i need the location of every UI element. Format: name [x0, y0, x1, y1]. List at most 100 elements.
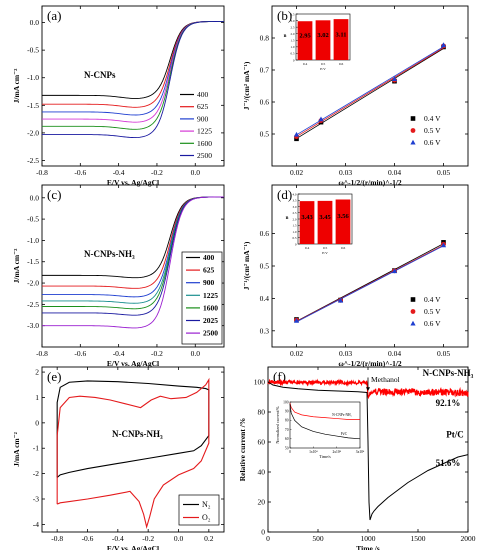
y-tick-label: -0.5 — [27, 46, 39, 55]
bar-value-label: 3.43 — [301, 214, 313, 221]
y-tick-label: -3 — [33, 495, 39, 504]
panel-label: (e) — [47, 369, 61, 384]
legend-label: 0.4 V — [424, 114, 441, 123]
annotation: 51.6% — [436, 458, 461, 468]
series-line-900 — [42, 21, 224, 116]
x-tick-label: 0.03 — [339, 349, 352, 358]
y-tick-label: -2.0 — [27, 128, 39, 137]
y-tick-label: -1.5 — [27, 101, 39, 110]
x-tick-label: 0.2 — [204, 534, 214, 543]
bar — [299, 201, 315, 244]
bar — [315, 20, 331, 60]
inset-y-tick-label: 2.0 — [291, 32, 295, 36]
inset-y-tick-label: 100 — [283, 400, 289, 404]
data-point — [440, 242, 447, 248]
x-tick-label: -0.4 — [113, 168, 125, 177]
inset-y-tick-label: 1.0 — [293, 230, 297, 234]
x-tick-label: 0.0 — [191, 168, 201, 177]
y-tick-label: -1.0 — [27, 236, 39, 245]
inset-x-tick-label: 3x10⁴ — [356, 450, 365, 454]
y-tick-label: -1.5 — [27, 257, 39, 266]
annotation: N-CNPs-NH₃ — [84, 249, 135, 259]
inset-y-tick-label: 3.5 — [293, 199, 297, 203]
y-tick-label: 2 — [35, 368, 39, 377]
inset-y-axis-label: Normalized current/% — [275, 406, 280, 444]
inset-frame — [289, 401, 361, 449]
legend-label: 0.5 V — [424, 307, 441, 316]
bar-value-label: 2.95 — [299, 33, 311, 40]
y-tick-label: -3.0 — [27, 321, 39, 330]
data-point — [318, 116, 324, 122]
y-tick-label: 0.0 — [30, 193, 40, 202]
inset-y-tick-label: 2.0 — [293, 217, 297, 221]
x-tick-label: 0.0 — [191, 349, 201, 358]
y-tick-label: 80 — [258, 408, 266, 417]
legend: 400 625 900 1225 1600 2025 2500 — [181, 251, 223, 345]
bar-value-label: 3.02 — [317, 32, 328, 39]
series-line-1600 — [42, 21, 224, 130]
y-axis-label: J/mA cm⁻² — [12, 68, 21, 103]
bar — [335, 199, 351, 244]
inset-series-label: Pt/C — [341, 432, 348, 436]
legend-label: 2500 — [197, 151, 212, 160]
y-tick-label: 100 — [254, 378, 266, 387]
legend-label: 0.6 V — [424, 138, 441, 147]
bar-value-label: 3.56 — [337, 213, 349, 220]
y-axis-label: J/mA cm⁻² — [12, 431, 21, 466]
inset-y-tick-label: 1.5 — [293, 224, 297, 228]
inset-y-tick-label: 0.5 — [291, 52, 295, 56]
x-axis-label: ω^-1/2/(r/min)^-1/2 — [338, 359, 402, 368]
legend-label: 0.6 V — [424, 319, 441, 328]
x-tick-label: 0.05 — [437, 168, 450, 177]
y-axis-label: J⁻¹/(cm² mA⁻¹) — [242, 241, 251, 290]
series-line-400 — [42, 21, 225, 99]
annotation: Methanol — [371, 375, 400, 384]
bar — [297, 21, 313, 61]
legend-label: 1225 — [203, 291, 218, 300]
plot-frame — [41, 366, 225, 533]
x-tick-label: -0.6 — [82, 534, 94, 543]
plot-frame — [271, 5, 469, 167]
inset-x-tick-label: 0.6 — [339, 62, 344, 66]
bar — [317, 200, 333, 244]
x-tick-label: -0.8 — [36, 168, 48, 177]
inset-y-tick-label: 3.0 — [291, 19, 295, 23]
fit-line — [296, 47, 444, 137]
annotation: N-CNPs — [84, 70, 116, 80]
inset-y-axis-label: n — [286, 216, 289, 221]
data-point — [410, 116, 416, 121]
y-tick-label: 0.7 — [260, 66, 270, 75]
fit-line — [296, 244, 444, 322]
x-axis-label: E/V vs. Ag/AgCl — [107, 178, 159, 187]
x-axis-label: ω^-1/2/(r/min)^-1/2 — [338, 178, 402, 187]
series-line-N-CNPs-NH3 — [267, 378, 469, 400]
inset-y-tick-label: 2.5 — [291, 25, 295, 29]
y-tick-label: -2.0 — [27, 279, 39, 288]
x-tick-label: 0.04 — [388, 349, 401, 358]
inset-y-axis-label: n — [284, 34, 287, 39]
inset-y-tick-label: 0.5 — [293, 236, 297, 240]
inset-y-tick-label: 50 — [285, 446, 289, 450]
series-line-2500 — [42, 196, 224, 329]
legend-label: 1225 — [197, 127, 212, 136]
y-axis-label: J⁻¹/(cm² mA⁻¹) — [242, 61, 251, 110]
y-tick-label: 1 — [35, 393, 39, 402]
panel-label: (b) — [277, 8, 292, 23]
inset-x-tick-label: 0.5 — [323, 246, 328, 250]
legend-label: 2025 — [203, 316, 218, 325]
inset-line-chart: 0 1x10⁴ 2x10⁴ 3x10⁴ 50 60 70 80 90 100 N-CNPs-NH₃ P… — [275, 400, 365, 459]
panel-b: 0.02 0.03 0.04 0.05 0.5 0.6 0.7 0.8 ω^-1/2/(r/mi… — [242, 5, 469, 187]
inset-series-line — [289, 402, 360, 420]
annotation: Pt/C — [446, 430, 464, 440]
inset-y-tick-label: 90 — [285, 410, 289, 414]
data-point — [440, 42, 447, 48]
bar-value-label: 3.45 — [319, 214, 331, 221]
annotation: 92.1% — [436, 398, 461, 408]
legend-label: 0.4 V — [424, 295, 441, 304]
data-point — [293, 317, 300, 323]
inset-x-tick-label: 0.4 — [303, 62, 308, 66]
x-tick-label: 0.04 — [388, 168, 401, 177]
y-tick-label: 0.3 — [260, 326, 270, 335]
inset-y-tick-label: 0 — [293, 58, 295, 62]
